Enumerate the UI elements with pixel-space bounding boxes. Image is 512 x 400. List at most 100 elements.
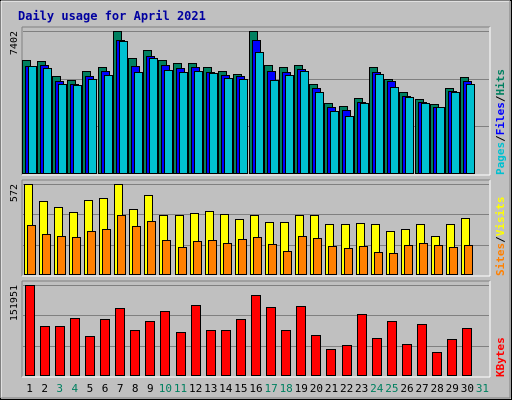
bar-kbytes-day-5 — [85, 336, 95, 376]
bar-pages-day-1 — [28, 66, 37, 174]
bar-kbytes-day-23 — [357, 314, 367, 376]
bar-sites-day-19 — [298, 236, 307, 275]
bar-pages-day-9 — [149, 58, 158, 174]
panel-visits-sites: 572 Sites/Visits — [9, 179, 507, 277]
day-label-5: 5 — [87, 382, 94, 395]
bar-kbytes-day-17 — [266, 307, 276, 376]
day-label-28: 28 — [431, 382, 444, 395]
day-label-4: 4 — [72, 382, 79, 395]
bar-pages-day-28 — [436, 107, 445, 174]
day-label-27: 27 — [415, 382, 428, 395]
bar-pages-day-29 — [451, 92, 460, 174]
bar-pages-day-25 — [390, 87, 399, 174]
bar-pages-day-22 — [345, 116, 354, 174]
bar-pages-day-13 — [209, 73, 218, 174]
bar-sites-day-1 — [27, 225, 36, 275]
bar-pages-day-30 — [466, 84, 475, 174]
bar-kbytes-day-15 — [236, 319, 246, 376]
day-label-15: 15 — [234, 382, 247, 395]
bar-pages-day-21 — [330, 111, 339, 174]
day-label-8: 8 — [132, 382, 139, 395]
legend-visits-sites: Sites/Visits — [494, 197, 507, 277]
day-label-6: 6 — [102, 382, 109, 395]
bar-sites-day-20 — [313, 238, 322, 275]
legend-entry: Pages — [494, 142, 507, 175]
bar-kbytes-day-27 — [417, 324, 427, 376]
bar-pages-day-17 — [270, 80, 279, 174]
day-label-16: 16 — [249, 382, 262, 395]
day-label-21: 21 — [325, 382, 338, 395]
bar-sites-day-16 — [253, 237, 262, 275]
bar-pages-day-23 — [360, 103, 369, 174]
bar-sites-day-29 — [449, 247, 458, 275]
bar-pages-day-14 — [224, 78, 233, 174]
bar-kbytes-day-25 — [387, 321, 397, 376]
bar-sites-day-17 — [268, 244, 277, 275]
bar-kbytes-day-4 — [70, 318, 80, 376]
legend-entry: Sites — [494, 243, 507, 276]
bar-sites-day-10 — [162, 240, 171, 275]
day-label-31: 31 — [476, 382, 489, 395]
bar-kbytes-day-10 — [160, 311, 170, 376]
day-label-12: 12 — [189, 382, 202, 395]
day-label-30: 30 — [461, 382, 474, 395]
bar-pages-day-2 — [43, 68, 52, 174]
bar-pages-day-5 — [88, 79, 97, 174]
bar-kbytes-day-20 — [311, 335, 321, 376]
bar-sites-day-8 — [132, 226, 141, 275]
bar-kbytes-day-18 — [281, 330, 291, 376]
bar-sites-day-28 — [434, 245, 443, 275]
bar-sites-day-6 — [102, 229, 111, 275]
day-label-10: 10 — [159, 382, 172, 395]
bar-pages-day-3 — [58, 84, 67, 174]
bar-sites-day-5 — [87, 231, 96, 275]
bar-sites-day-14 — [223, 243, 232, 275]
bar-pages-day-20 — [315, 92, 324, 174]
legend-kbytes: KBytes — [494, 337, 507, 377]
day-label-13: 13 — [204, 382, 217, 395]
bar-sites-day-30 — [464, 245, 473, 275]
day-label-19: 19 — [295, 382, 308, 395]
bar-kbytes-day-26 — [402, 344, 412, 376]
legend-entry: Files — [494, 102, 507, 135]
bar-pages-day-7 — [119, 41, 128, 174]
bar-kbytes-day-7 — [115, 308, 125, 376]
bar-sites-day-11 — [178, 247, 187, 275]
bar-sites-day-2 — [42, 234, 51, 275]
y-max-label: 7402 — [9, 31, 20, 55]
bar-pages-day-27 — [421, 103, 430, 174]
bar-sites-day-24 — [374, 252, 383, 275]
legend-entry: KBytes — [494, 337, 507, 377]
legend-hits-files-pages: Pages/Files/Hits — [494, 69, 507, 175]
bar-pages-day-18 — [285, 75, 294, 174]
bar-pages-day-12 — [194, 71, 203, 174]
day-label-11: 11 — [174, 382, 187, 395]
legend-entry: / — [494, 95, 507, 102]
bar-kbytes-day-8 — [130, 330, 140, 376]
day-label-9: 9 — [147, 382, 154, 395]
legend-entry: Visits — [494, 197, 507, 237]
day-label-18: 18 — [280, 382, 293, 395]
bar-kbytes-day-2 — [40, 326, 50, 376]
bar-kbytes-day-11 — [176, 332, 186, 376]
bar-pages-day-19 — [300, 71, 309, 174]
bar-kbytes-day-3 — [55, 326, 65, 376]
day-label-29: 29 — [446, 382, 459, 395]
bar-sites-day-25 — [389, 253, 398, 275]
bar-kbytes-day-30 — [462, 328, 472, 376]
day-label-26: 26 — [400, 382, 413, 395]
bar-kbytes-day-1 — [25, 285, 35, 376]
bar-kbytes-day-9 — [145, 321, 155, 376]
bar-kbytes-day-14 — [221, 330, 231, 376]
y-max-label: 572 — [9, 184, 20, 202]
y-max-label: 151951 — [9, 285, 20, 321]
bar-sites-day-13 — [208, 240, 217, 275]
day-label-24: 24 — [370, 382, 384, 395]
bar-sites-day-21 — [328, 246, 337, 275]
bar-sites-day-4 — [72, 237, 81, 275]
bar-kbytes-day-28 — [432, 352, 442, 376]
day-label-14: 14 — [219, 382, 233, 395]
day-label-20: 20 — [310, 382, 323, 395]
bar-pages-day-24 — [375, 74, 384, 174]
